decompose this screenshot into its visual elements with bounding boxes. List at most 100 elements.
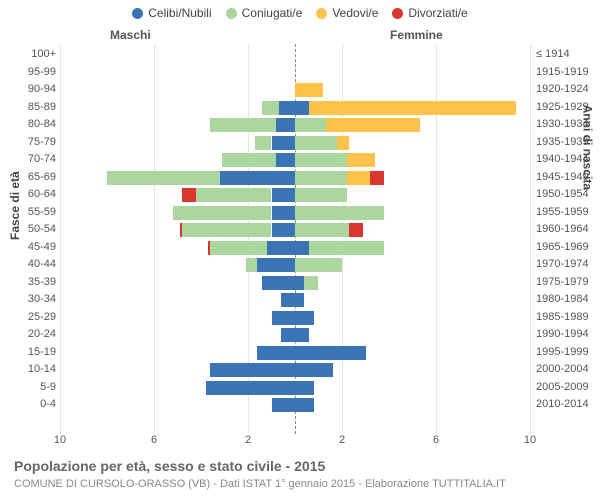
age-row: 90-941920-1924 [60,82,530,98]
age-row: 45-491965-1969 [60,240,530,256]
age-row: 65-691945-1949 [60,170,530,186]
bar-segment-female [309,241,384,255]
bar-segment-male [272,311,296,325]
bar-segment-male [262,101,278,115]
age-label: 60-64 [4,188,56,200]
birth-year-label: 1945-1949 [536,171,589,183]
age-label: 80-84 [4,118,56,130]
footer-title: Popolazione per età, sesso e stato civil… [14,458,325,474]
age-label: 70-74 [4,153,56,165]
age-row: 0-42010-2014 [60,397,530,413]
bar-segment-female [337,136,349,150]
age-row: 50-541960-1964 [60,222,530,238]
legend: Celibi/Nubili Coniugati/e Vedovi/e Divorzia… [0,0,600,20]
age-label: 85-89 [4,101,56,113]
bar-segment-male [210,118,276,132]
x-tick: 10 [54,434,66,446]
bar-segment-female [295,241,309,255]
bar-segment-female [370,171,384,185]
legend-item: Divorziati/e [392,6,467,20]
age-label: 45-49 [4,241,56,253]
bar-segment-male [279,101,295,115]
legend-label: Vedovi/e [332,6,378,20]
age-label: 25-29 [4,311,56,323]
age-row: 80-841930-1934 [60,117,530,133]
birth-year-label: ≤ 1914 [536,48,570,60]
age-label: 50-54 [4,223,56,235]
bar-segment-female [347,171,371,185]
bar-segment-female [295,101,309,115]
bar-segment-female [295,118,326,132]
age-row: 75-791935-1939 [60,135,530,151]
birth-year-label: 1920-1924 [536,83,589,95]
age-row: 20-241990-1994 [60,327,530,343]
age-label: 20-24 [4,328,56,340]
bar-segment-male [210,363,295,377]
age-row: 10-142000-2004 [60,362,530,378]
age-label: 35-39 [4,276,56,288]
birth-year-label: 1940-1944 [536,153,589,165]
bar-segment-male [276,153,295,167]
legend-item: Vedovi/e [316,6,378,20]
birth-year-label: 1980-1984 [536,293,589,305]
bar-segment-female [295,381,314,395]
bar-segment-male [208,241,210,255]
age-row: 55-591955-1959 [60,205,530,221]
bar-segment-male [272,223,296,237]
legend-item: Celibi/Nubili [132,6,211,20]
birth-year-label: 1950-1954 [536,188,589,200]
bar-segment-female [295,276,304,290]
male-label: Maschi [110,28,151,42]
bar-segment-female [295,153,347,167]
legend-dot [316,8,327,19]
birth-year-label: 1995-1999 [536,346,589,358]
age-label: 95-99 [4,66,56,78]
legend-label: Divorziati/e [408,6,467,20]
age-label: 40-44 [4,258,56,270]
female-label: Femmine [390,28,443,42]
bar-segment-male [257,258,295,272]
age-row: 60-641950-1954 [60,187,530,203]
bar-segment-male [281,328,295,342]
bar-segment-male [182,223,271,237]
bar-segment-male [281,293,295,307]
birth-year-label: 1970-1974 [536,258,589,270]
bar-segment-female [295,328,309,342]
birth-year-label: 1955-1959 [536,206,589,218]
birth-year-label: 2000-2004 [536,363,589,375]
bar-segment-male [107,171,220,185]
age-row: 100+≤ 1914 [60,47,530,63]
bar-segment-female [295,136,337,150]
age-row: 85-891925-1929 [60,100,530,116]
bar-segment-male [180,223,182,237]
legend-item: Coniugati/e [226,6,303,20]
plot-area: 100+≤ 191495-991915-191990-941920-192485… [60,44,530,434]
age-label: 5-9 [4,381,56,393]
bar-segment-female [295,83,323,97]
birth-year-label: 1935-1939 [536,136,589,148]
x-tick: 10 [524,434,536,446]
bar-segment-female [309,101,516,115]
legend-label: Coniugati/e [242,6,303,20]
bar-segment-female [295,293,304,307]
bar-segment-female [295,311,314,325]
bar-segment-male [272,136,296,150]
birth-year-label: 1960-1964 [536,223,589,235]
age-row: 15-191995-1999 [60,345,530,361]
bar-segment-male [210,241,266,255]
age-label: 75-79 [4,136,56,148]
bar-segment-female [295,363,333,377]
birth-year-label: 1985-1989 [536,311,589,323]
bar-segment-female [304,276,318,290]
bar-segment-female [295,206,384,220]
bar-segment-male [272,188,296,202]
bar-segment-male [272,398,296,412]
birth-year-label: 1990-1994 [536,328,589,340]
birth-year-label: 1925-1929 [536,101,589,113]
age-label: 55-59 [4,206,56,218]
bar-segment-male [262,276,295,290]
legend-dot [226,8,237,19]
birth-year-label: 2010-2014 [536,398,589,410]
age-row: 70-741940-1944 [60,152,530,168]
bar-segment-male [246,258,258,272]
